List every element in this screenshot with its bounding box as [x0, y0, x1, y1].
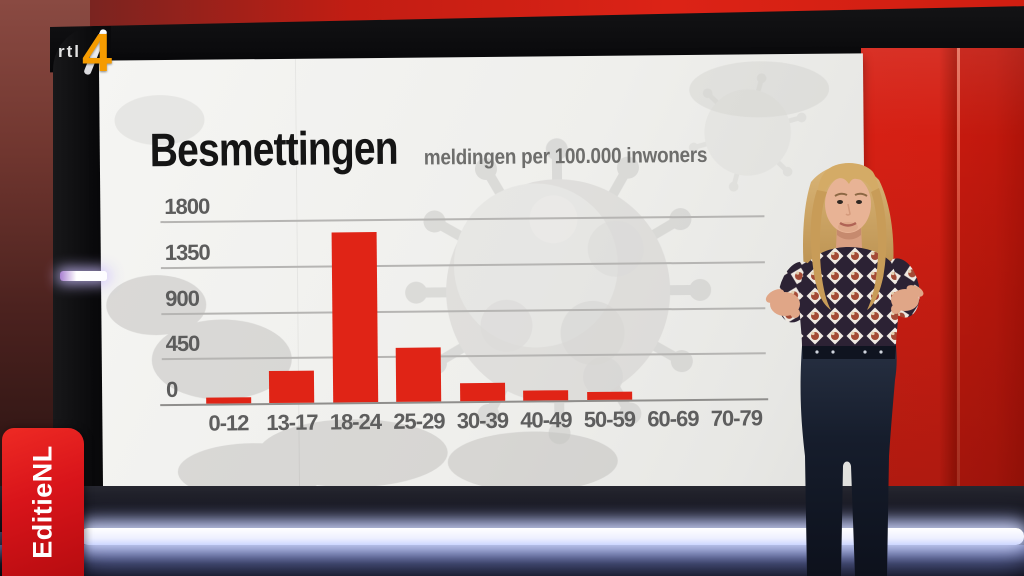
bar-50-59 — [586, 391, 632, 400]
x-tick-label: 60-69 — [647, 405, 699, 432]
bar-0-12 — [205, 397, 251, 404]
presenter-hand-left — [765, 289, 800, 318]
y-tick-label: 450 — [165, 330, 200, 357]
red-wall-seam — [957, 48, 960, 494]
program-badge-label: EditieNL — [27, 445, 58, 559]
program-badge: EditieNL — [2, 428, 84, 576]
chart-panel: Besmettingen meldingen per 100.000 inwon… — [98, 53, 868, 498]
bar-40-49 — [523, 390, 569, 401]
presenter-face-features — [834, 192, 868, 227]
presenter-jeans — [800, 346, 897, 576]
channel-logo-text: rtl — [58, 42, 81, 61]
y-tick-label: 0 — [165, 376, 178, 403]
led-light-strip — [80, 528, 1024, 545]
gridline-900 — [161, 306, 766, 315]
gridline-450 — [161, 352, 766, 361]
x-tick-label: 25-29 — [393, 408, 445, 434]
gridline-1800 — [160, 215, 765, 224]
presenter-blouse — [799, 247, 899, 346]
channel-logo-number: 4 — [82, 23, 113, 83]
x-tick-label: 18-24 — [329, 408, 382, 435]
coronavirus-watermark — [106, 61, 830, 498]
y-tick-label: 1350 — [164, 239, 210, 265]
y-tick-label: 1800 — [164, 193, 210, 220]
gridline-1350 — [160, 261, 765, 269]
x-tick-label: 40-49 — [520, 407, 572, 433]
bar-18-24 — [331, 232, 378, 403]
presenter-hair-front — [810, 163, 887, 310]
presenter-belt — [802, 346, 896, 359]
bar-30-39 — [459, 382, 505, 402]
virus-ball — [405, 138, 712, 445]
x-tick-label: 30-39 — [456, 407, 509, 434]
bar-13-17 — [268, 371, 315, 404]
presenter — [765, 163, 924, 576]
bezel-light-reflection — [60, 271, 107, 281]
x-tick-label: 0-12 — [208, 410, 249, 436]
virus-ball-small — [688, 73, 807, 192]
x-tick-label: 50-59 — [583, 406, 636, 433]
bar-25-29 — [395, 347, 442, 402]
presenter-hand-right — [891, 285, 924, 314]
led-floor-glow — [0, 545, 1024, 576]
channel-logo: rtl 4 — [56, 23, 130, 98]
y-tick-label: 900 — [165, 285, 200, 311]
x-tick-label: 13-17 — [266, 409, 318, 436]
